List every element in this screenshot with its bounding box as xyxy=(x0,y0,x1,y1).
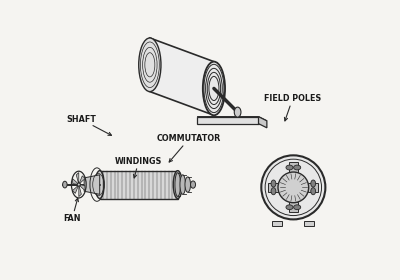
Polygon shape xyxy=(197,117,258,124)
Polygon shape xyxy=(79,185,85,191)
Ellipse shape xyxy=(311,180,316,187)
Ellipse shape xyxy=(286,205,293,210)
Ellipse shape xyxy=(203,62,225,115)
Bar xyxy=(272,221,282,226)
Polygon shape xyxy=(72,185,79,193)
Ellipse shape xyxy=(294,205,301,210)
FancyBboxPatch shape xyxy=(289,162,298,173)
Polygon shape xyxy=(150,38,214,115)
Text: SHAFT: SHAFT xyxy=(66,115,112,135)
FancyBboxPatch shape xyxy=(289,202,298,212)
Polygon shape xyxy=(197,117,267,121)
Ellipse shape xyxy=(180,175,186,194)
FancyBboxPatch shape xyxy=(308,183,318,192)
Bar xyxy=(304,221,314,226)
Text: FAN: FAN xyxy=(64,198,81,223)
Ellipse shape xyxy=(278,172,309,203)
Ellipse shape xyxy=(271,180,276,187)
Ellipse shape xyxy=(271,188,276,195)
Text: WINDINGS: WINDINGS xyxy=(115,157,162,178)
Polygon shape xyxy=(72,179,79,185)
Ellipse shape xyxy=(311,188,316,195)
Ellipse shape xyxy=(185,177,190,192)
Ellipse shape xyxy=(190,181,196,188)
Ellipse shape xyxy=(175,173,180,196)
Ellipse shape xyxy=(286,165,293,170)
Ellipse shape xyxy=(173,171,182,199)
Polygon shape xyxy=(84,175,100,194)
Ellipse shape xyxy=(95,171,104,199)
Ellipse shape xyxy=(294,165,301,170)
Ellipse shape xyxy=(77,183,80,186)
Ellipse shape xyxy=(234,107,241,117)
Bar xyxy=(100,171,178,199)
Polygon shape xyxy=(258,117,267,128)
Polygon shape xyxy=(76,172,79,185)
FancyBboxPatch shape xyxy=(268,183,278,192)
Ellipse shape xyxy=(261,155,325,220)
Polygon shape xyxy=(79,176,85,185)
Text: FIELD POLES: FIELD POLES xyxy=(264,94,321,121)
Text: COMMUTATOR: COMMUTATOR xyxy=(157,134,221,162)
Ellipse shape xyxy=(63,181,67,188)
Polygon shape xyxy=(79,185,81,197)
Ellipse shape xyxy=(139,38,161,92)
